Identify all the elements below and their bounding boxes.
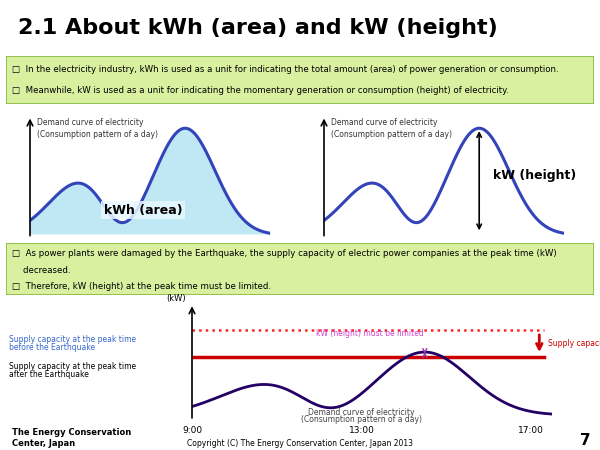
Text: (kW): (kW) bbox=[166, 294, 185, 303]
Text: Copyright (C) The Energy Conservation Center, Japan 2013: Copyright (C) The Energy Conservation Ce… bbox=[187, 439, 413, 448]
Text: (Consumption pattern of a day): (Consumption pattern of a day) bbox=[331, 130, 452, 140]
Text: Supply capacity at the peak time: Supply capacity at the peak time bbox=[9, 362, 136, 371]
Text: Demand curve of electricity: Demand curve of electricity bbox=[308, 408, 415, 417]
Text: The Energy Conservation
Center, Japan: The Energy Conservation Center, Japan bbox=[12, 428, 131, 448]
Text: kW (height): kW (height) bbox=[493, 169, 577, 182]
Text: 2.1 About kWh (area) and kW (height): 2.1 About kWh (area) and kW (height) bbox=[18, 18, 498, 38]
Text: Demand curve of electricity: Demand curve of electricity bbox=[331, 118, 437, 127]
Text: Supply capacity decreases: Supply capacity decreases bbox=[548, 339, 600, 348]
Text: decreased.: decreased. bbox=[12, 266, 70, 275]
Text: (Consumption pattern of a day): (Consumption pattern of a day) bbox=[37, 130, 158, 140]
Text: kWh (area): kWh (area) bbox=[104, 204, 182, 216]
Text: Demand curve of electricity: Demand curve of electricity bbox=[37, 118, 143, 127]
Text: □  Therefore, kW (height) at the peak time must be limited.: □ Therefore, kW (height) at the peak tim… bbox=[12, 282, 271, 291]
Text: □  In the electricity industry, kWh is used as a unit for indicating the total a: □ In the electricity industry, kWh is us… bbox=[12, 65, 559, 74]
Text: after the Earthquake: after the Earthquake bbox=[9, 370, 89, 379]
Text: □  As power plants were damaged by the Earthquake, the supply capacity of electr: □ As power plants were damaged by the Ea… bbox=[12, 249, 557, 258]
Text: before the Earthquake: before the Earthquake bbox=[9, 343, 95, 352]
Text: □  Meanwhile, kW is used as a unit for indicating the momentary generation or co: □ Meanwhile, kW is used as a unit for in… bbox=[12, 86, 509, 95]
Text: Supply capacity at the peak time: Supply capacity at the peak time bbox=[9, 335, 136, 344]
Text: (Consumption pattern of a day): (Consumption pattern of a day) bbox=[301, 415, 422, 424]
Text: kW (height) must be limited: kW (height) must be limited bbox=[316, 329, 424, 338]
Text: 7: 7 bbox=[580, 433, 591, 448]
